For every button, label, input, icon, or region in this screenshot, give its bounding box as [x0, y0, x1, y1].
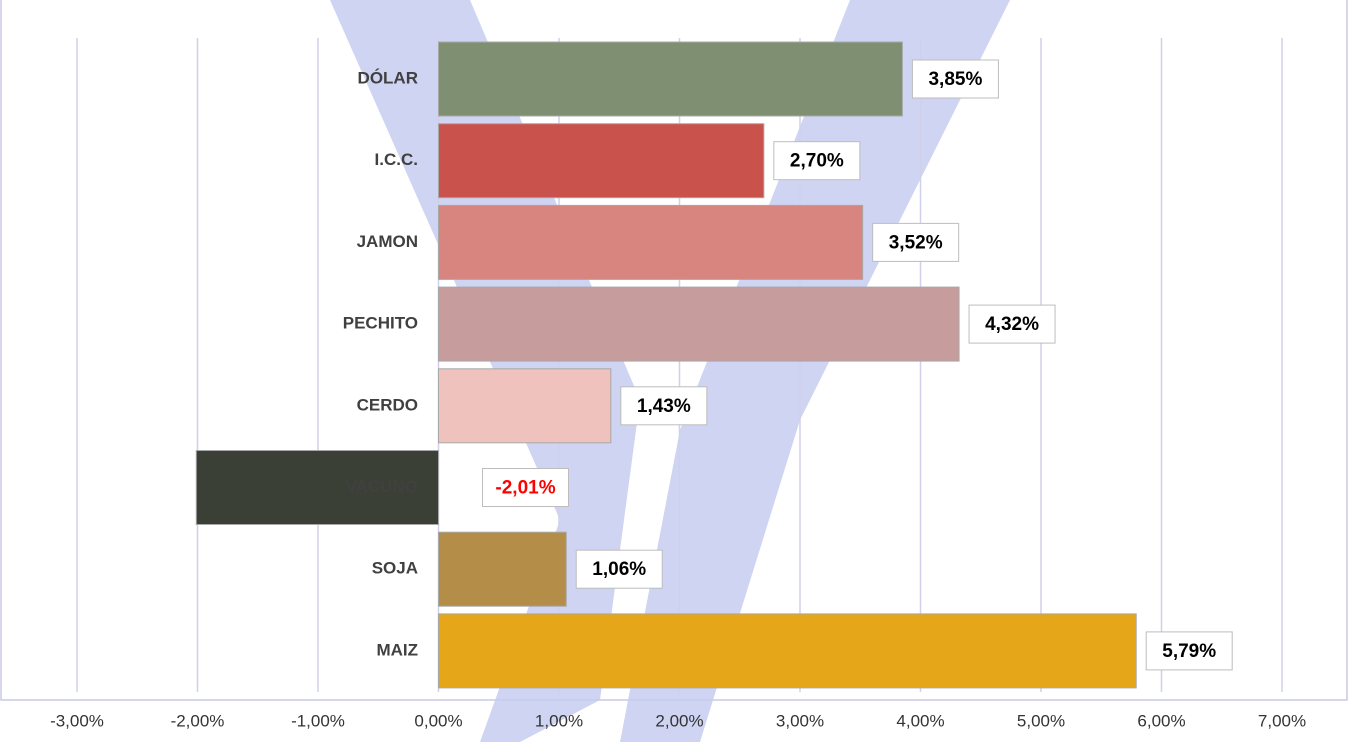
x-tick-label: 4,00% — [896, 711, 944, 730]
value-label: 1,06% — [592, 559, 646, 580]
category-label: JAMON — [357, 232, 418, 251]
value-label: 3,52% — [889, 232, 943, 253]
category-label: DÓLAR — [358, 68, 418, 87]
x-tick-label: 0,00% — [414, 711, 462, 730]
category-label: PECHITO — [343, 314, 418, 333]
bar — [438, 204, 864, 280]
bar — [438, 613, 1137, 689]
value-label: 1,43% — [637, 396, 691, 417]
category-label: SOJA — [372, 559, 418, 578]
category-label: CERDO — [357, 395, 418, 414]
value-label: -2,01% — [495, 478, 555, 499]
value-label-box — [968, 304, 1056, 344]
x-tick-label: 3,00% — [776, 711, 824, 730]
category-label: MAIZ — [376, 640, 418, 659]
bar — [195, 450, 439, 525]
bar — [438, 123, 765, 199]
value-label-box — [1145, 631, 1233, 671]
bar — [438, 41, 903, 117]
value-label-box — [911, 59, 999, 99]
value-label: 2,70% — [790, 151, 844, 172]
x-tick-label: 1,00% — [535, 711, 583, 730]
bar — [438, 368, 612, 444]
x-tick-label: 5,00% — [1017, 711, 1065, 730]
value-label-box — [620, 386, 708, 426]
x-tick-label: -2,00% — [171, 711, 225, 730]
category-label: VACUNO — [346, 477, 418, 496]
value-label: 4,32% — [985, 314, 1039, 335]
x-tick-label: 2,00% — [655, 711, 703, 730]
value-label: 3,85% — [928, 69, 982, 90]
bar — [438, 531, 567, 607]
value-label-box — [773, 141, 861, 181]
bar — [438, 286, 960, 362]
x-tick-label: 6,00% — [1137, 711, 1185, 730]
x-tick-label: -1,00% — [291, 711, 345, 730]
x-tick-label: -3,00% — [50, 711, 104, 730]
x-tick-label: 7,00% — [1258, 711, 1306, 730]
value-label: 5,79% — [1162, 641, 1216, 662]
value-label-box — [575, 549, 663, 589]
value-label-box — [872, 222, 960, 262]
value-label-box — [482, 468, 569, 507]
category-label: I.C.C. — [375, 150, 418, 169]
